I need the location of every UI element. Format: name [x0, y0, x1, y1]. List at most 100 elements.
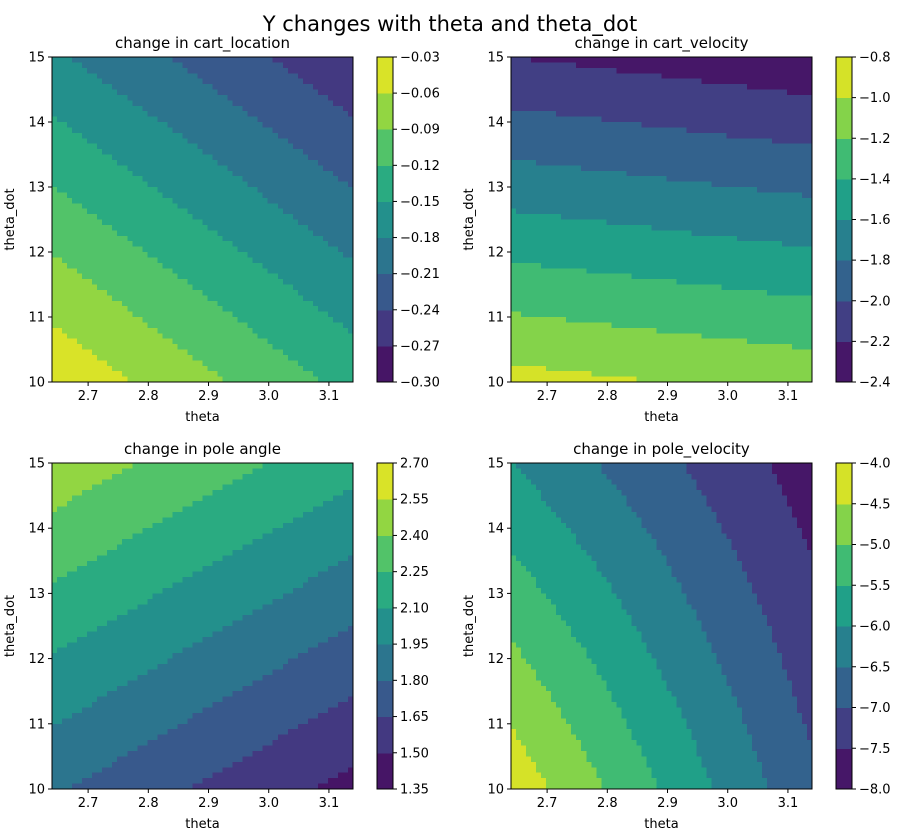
y-tick-label: 12: [487, 652, 504, 667]
colorbar-tick-label: −0.21: [400, 267, 440, 282]
y-tick-label: 13: [487, 181, 504, 196]
x-tick-label: 2.7: [537, 796, 558, 811]
colorbar-tick-label: −0.12: [400, 159, 440, 174]
y-tick-label: 13: [28, 587, 45, 602]
colorbar-tick-label: −2.0: [859, 294, 891, 309]
contour-panel-2: 2.7 2.8 2.9 3.0 3.1 10 11 12 13 14 15 theta theta_do…: [462, 34, 891, 425]
y-tick-label: 10: [487, 783, 504, 798]
colorbar-tick-label: 1.95: [400, 638, 429, 653]
x-tick-label: 3.1: [319, 389, 340, 404]
colorbar-tick-label: 2.55: [400, 493, 429, 508]
colorbar-band: [377, 716, 393, 754]
x-tick-label: 2.8: [138, 389, 159, 404]
colorbar-tick-label: −1.8: [859, 254, 891, 269]
y-tick-label: 11: [28, 717, 45, 732]
x-tick-label: 2.7: [78, 796, 99, 811]
colorbar-tick-label: −4.0: [859, 457, 891, 472]
x-tick-label: 2.9: [657, 796, 678, 811]
panel-title: change in pole_velocity: [573, 440, 750, 459]
colorbar-tick-label: 1.50: [400, 746, 429, 761]
colorbar-tick-label: −7.5: [859, 742, 891, 757]
colorbar-tick-label: −0.8: [859, 51, 891, 66]
y-tick-label: 15: [487, 457, 504, 472]
colorbar-frame: [376, 462, 394, 790]
x-axis-label: theta: [644, 410, 678, 425]
colorbar-band: [377, 535, 393, 573]
x-tick-label: 2.7: [537, 389, 558, 404]
y-tick-label: 12: [28, 652, 45, 667]
colorbar-band: [377, 680, 393, 718]
colorbar-tick-label: −0.27: [400, 339, 440, 354]
colorbar-band: [377, 607, 393, 645]
colorbar-tick-label: −0.09: [400, 123, 440, 138]
colorbar-tick-label: −0.15: [400, 195, 440, 210]
colorbar-tick-label: −1.0: [859, 91, 891, 106]
x-tick-label: 2.8: [597, 389, 618, 404]
x-tick-label: 3.0: [258, 796, 279, 811]
colorbar-band: [836, 503, 852, 545]
axes-frame: [51, 462, 354, 790]
colorbar-band: [377, 644, 393, 681]
colorbar-band: [377, 309, 393, 347]
colorbar-band: [377, 463, 393, 500]
colorbar-band: [836, 585, 852, 627]
y-tick-label: 15: [28, 457, 45, 472]
colorbar-tick-label: 1.65: [400, 710, 429, 725]
x-axis-label: theta: [185, 817, 219, 832]
colorbar-tick-label: 2.70: [400, 457, 429, 472]
y-tick-label: 14: [28, 522, 45, 537]
contour-fill: [52, 463, 354, 790]
colorbar-band: [836, 138, 852, 180]
colorbar-band: [377, 345, 393, 383]
contour-panel-3: 2.7 2.8 2.9 3.0 3.1 10 11 12 13 14 15 theta theta_do…: [3, 440, 429, 832]
y-tick-label: 12: [487, 246, 504, 261]
x-tick-label: 2.8: [597, 796, 618, 811]
colorbar-band: [836, 57, 852, 99]
colorbar: [377, 57, 393, 383]
colorbar-band: [836, 666, 852, 708]
colorbar-tick-label: −0.03: [400, 51, 440, 66]
colorbar-tick-label: 2.40: [400, 529, 429, 544]
colorbar-tick-label: 2.10: [400, 601, 429, 616]
panel-title: change in cart_location: [115, 34, 290, 53]
x-tick-label: 3.1: [319, 796, 340, 811]
y-tick-label: 10: [28, 376, 45, 391]
y-tick-label: 11: [487, 717, 504, 732]
y-tick-label: 15: [487, 51, 504, 66]
colorbar-band: [836, 748, 852, 790]
colorbar-band: [836, 707, 852, 749]
panel-title: change in cart_velocity: [574, 34, 748, 53]
contour-fill: [511, 57, 813, 383]
colorbar-band: [377, 499, 393, 536]
y-tick-label: 14: [487, 522, 504, 537]
contour-panel-1: 2.7 2.8 2.9 3.0 3.1 10 11 12 13 14 15 theta theta_do…: [3, 34, 440, 425]
colorbar-band: [377, 93, 393, 130]
axes-frame: [510, 56, 813, 383]
y-tick-label: 11: [28, 311, 45, 326]
colorbar-band: [836, 260, 852, 302]
colorbar-tick-label: −2.4: [859, 376, 891, 391]
colorbar-tick-label: −1.6: [859, 213, 891, 228]
colorbar-band: [836, 544, 852, 586]
colorbar-band: [377, 201, 393, 239]
colorbar-band: [836, 626, 852, 668]
colorbar-band: [836, 300, 852, 342]
y-tick-label: 11: [487, 311, 504, 326]
x-tick-label: 3.1: [778, 796, 799, 811]
colorbar: [377, 463, 393, 790]
colorbar: [836, 463, 852, 790]
colorbar-tick-label: −0.24: [400, 303, 440, 318]
y-tick-label: 12: [28, 246, 45, 261]
x-tick-label: 3.0: [717, 796, 738, 811]
axes-frame: [510, 462, 813, 790]
x-tick-label: 2.8: [138, 796, 159, 811]
y-tick-label: 10: [28, 783, 45, 798]
colorbar-band: [836, 341, 852, 383]
figure-title: Y changes with theta and theta_dot: [262, 12, 638, 36]
x-tick-label: 3.0: [258, 389, 279, 404]
colorbar-band: [836, 178, 852, 221]
y-tick-label: 13: [28, 181, 45, 196]
colorbar-band: [377, 165, 393, 202]
x-tick-label: 3.0: [717, 389, 738, 404]
